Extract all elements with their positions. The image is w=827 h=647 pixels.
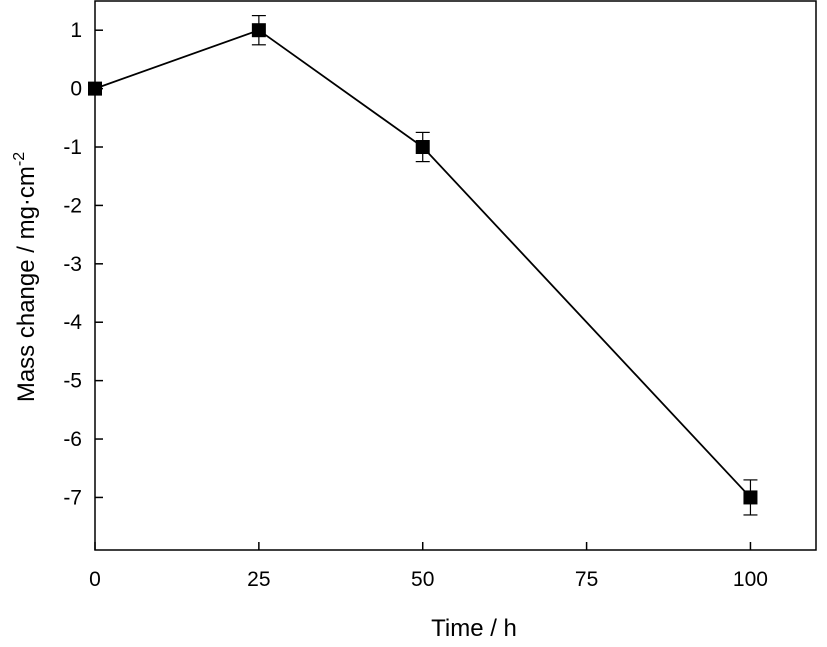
data-series — [88, 15, 758, 516]
y-tick-label: -6 — [63, 428, 82, 451]
y-axis-label: Mass change / mg·cm-2 — [11, 152, 40, 402]
y-tick-label: -1 — [63, 136, 82, 159]
data-point-marker — [415, 140, 430, 155]
plot-frame — [94, 0, 817, 551]
y-tick-label: -3 — [63, 253, 82, 276]
data-point-marker — [251, 23, 266, 38]
data-point-marker — [88, 81, 102, 96]
x-tick-label: 50 — [411, 568, 434, 591]
y-tick-label: -5 — [63, 370, 82, 393]
x-tick-label: 25 — [247, 568, 270, 591]
data-point-marker — [743, 490, 758, 505]
y-tick-label: -2 — [63, 194, 82, 217]
y-axis-ticks: 1 0 -1 -2 -3 -4 -5 -6 -7 — [63, 19, 103, 509]
x-axis-label: Time / h — [431, 615, 517, 642]
x-tick-label: 100 — [733, 568, 768, 591]
series-line — [94, 29, 752, 499]
x-axis-ticks: 0 25 50 75 100 — [89, 542, 768, 591]
y-axis-label-superscript: -2 — [11, 152, 28, 166]
x-tick-label: 75 — [575, 568, 598, 591]
y-tick-label: 1 — [70, 19, 82, 42]
y-axis-label-text: Mass change / mg·cm — [13, 166, 40, 402]
y-tick-label: 0 — [70, 78, 82, 101]
x-tick-label: 0 — [89, 568, 101, 591]
y-tick-label: -4 — [63, 311, 82, 334]
y-tick-label: -7 — [63, 486, 82, 509]
